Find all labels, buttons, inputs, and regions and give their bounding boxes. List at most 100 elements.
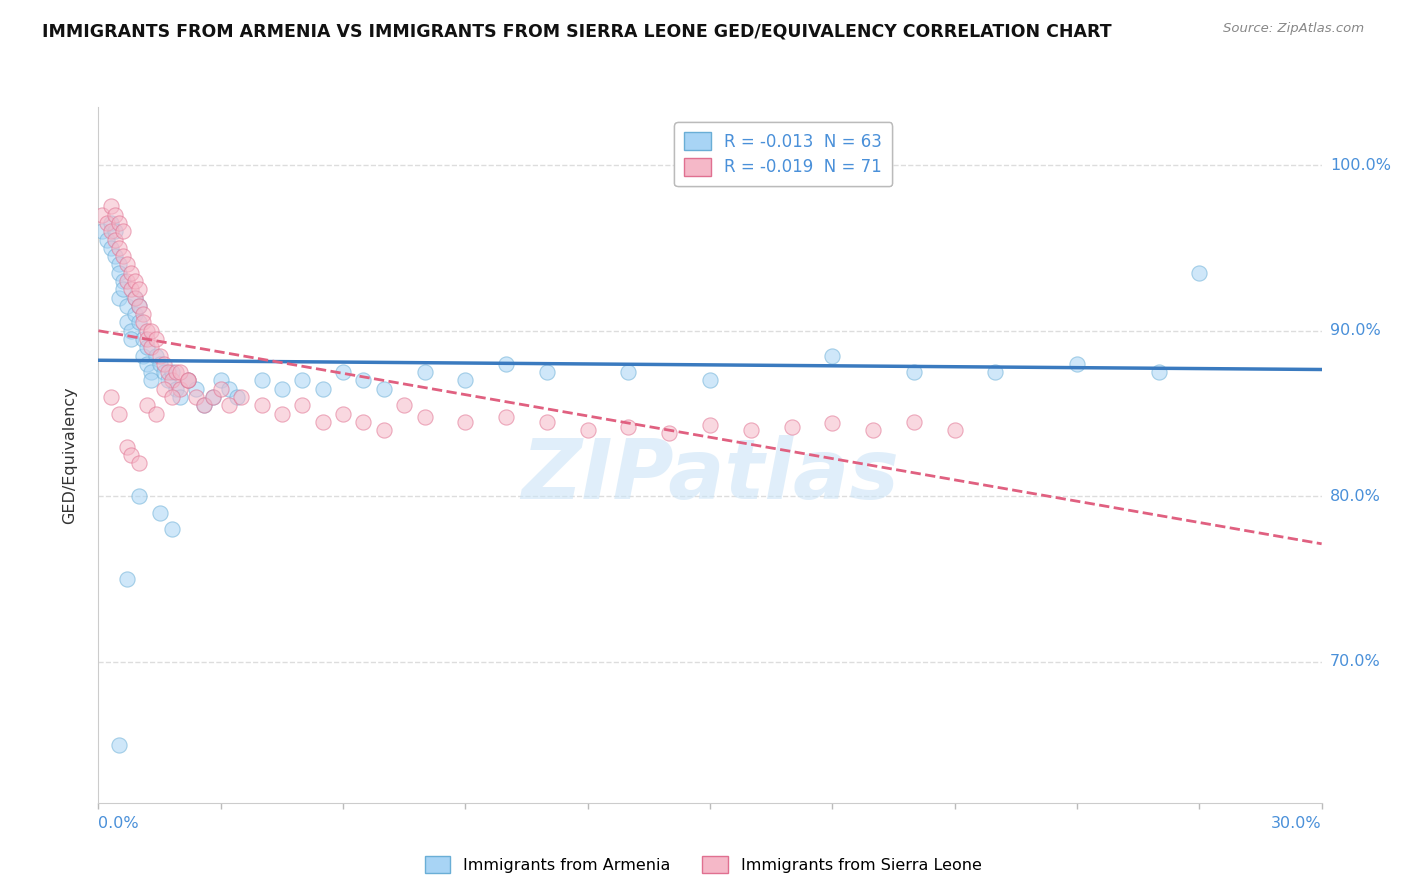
- Point: [617, 365, 640, 379]
- Point: [136, 324, 159, 338]
- Point: [291, 373, 314, 387]
- Point: [108, 266, 131, 280]
- Point: [111, 274, 134, 288]
- Point: [160, 523, 183, 537]
- Point: [169, 365, 191, 379]
- Point: [104, 208, 127, 222]
- Text: 90.0%: 90.0%: [1330, 323, 1381, 338]
- Point: [495, 357, 517, 371]
- Text: ZIPatlas: ZIPatlas: [522, 435, 898, 516]
- Point: [149, 506, 172, 520]
- Point: [111, 282, 134, 296]
- Point: [124, 291, 146, 305]
- Point: [120, 324, 142, 338]
- Point: [115, 315, 138, 329]
- Point: [177, 373, 200, 387]
- Point: [115, 274, 138, 288]
- Point: [91, 208, 114, 222]
- Point: [201, 390, 224, 404]
- Point: [91, 224, 114, 238]
- Point: [454, 373, 477, 387]
- Point: [169, 390, 191, 404]
- Point: [658, 426, 681, 441]
- Point: [617, 419, 640, 434]
- Point: [149, 357, 172, 371]
- Point: [115, 257, 138, 271]
- Point: [111, 249, 134, 263]
- Point: [576, 423, 599, 437]
- Text: 0.0%: 0.0%: [98, 816, 139, 831]
- Point: [209, 373, 232, 387]
- Point: [177, 373, 200, 387]
- Point: [218, 398, 240, 412]
- Point: [136, 340, 159, 354]
- Point: [413, 409, 436, 424]
- Point: [149, 349, 172, 363]
- Point: [145, 407, 167, 421]
- Point: [352, 415, 374, 429]
- Point: [141, 340, 163, 354]
- Text: 80.0%: 80.0%: [1330, 489, 1381, 504]
- Point: [96, 216, 118, 230]
- Point: [100, 199, 122, 213]
- Point: [226, 390, 249, 404]
- Point: [352, 373, 374, 387]
- Point: [120, 282, 142, 296]
- Point: [104, 224, 127, 238]
- Point: [136, 357, 159, 371]
- Point: [128, 489, 150, 503]
- Point: [108, 216, 131, 230]
- Point: [218, 382, 240, 396]
- Legend: R = -0.013  N = 63, R = -0.019  N = 71: R = -0.013 N = 63, R = -0.019 N = 71: [675, 122, 893, 186]
- Point: [332, 407, 354, 421]
- Point: [100, 390, 122, 404]
- Point: [108, 738, 131, 752]
- Point: [120, 332, 142, 346]
- Point: [821, 417, 844, 431]
- Point: [169, 382, 191, 396]
- Point: [165, 382, 187, 396]
- Point: [141, 324, 163, 338]
- Point: [108, 407, 131, 421]
- Point: [100, 224, 122, 238]
- Point: [108, 241, 131, 255]
- Point: [145, 332, 167, 346]
- Point: [115, 299, 138, 313]
- Point: [943, 423, 966, 437]
- Text: Source: ZipAtlas.com: Source: ZipAtlas.com: [1223, 22, 1364, 36]
- Point: [115, 440, 138, 454]
- Point: [124, 291, 146, 305]
- Point: [201, 390, 224, 404]
- Point: [291, 398, 314, 412]
- Point: [160, 365, 183, 379]
- Point: [108, 257, 131, 271]
- Point: [128, 299, 150, 313]
- Point: [132, 332, 155, 346]
- Point: [120, 266, 142, 280]
- Point: [128, 456, 150, 470]
- Point: [108, 291, 131, 305]
- Legend: Immigrants from Armenia, Immigrants from Sierra Leone: Immigrants from Armenia, Immigrants from…: [418, 849, 988, 880]
- Point: [699, 418, 721, 433]
- Point: [124, 307, 146, 321]
- Point: [100, 241, 122, 255]
- Point: [193, 398, 215, 412]
- Point: [132, 315, 155, 329]
- Point: [740, 423, 762, 437]
- Point: [699, 373, 721, 387]
- Point: [186, 390, 208, 404]
- Y-axis label: GED/Equivalency: GED/Equivalency: [63, 386, 77, 524]
- Point: [413, 365, 436, 379]
- Point: [270, 407, 294, 421]
- Text: 100.0%: 100.0%: [1330, 158, 1391, 172]
- Point: [392, 398, 416, 412]
- Point: [128, 299, 150, 313]
- Point: [152, 382, 174, 396]
- Point: [332, 365, 354, 379]
- Point: [780, 419, 803, 434]
- Point: [115, 572, 138, 586]
- Point: [124, 274, 146, 288]
- Point: [1066, 357, 1088, 371]
- Point: [312, 382, 335, 396]
- Point: [495, 409, 517, 424]
